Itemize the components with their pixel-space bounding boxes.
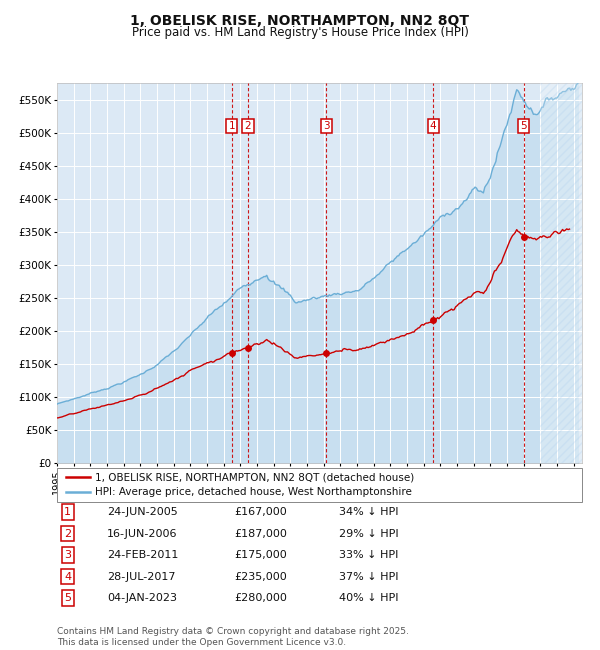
Text: 5: 5 (64, 593, 71, 603)
Text: £175,000: £175,000 (234, 550, 287, 560)
Text: 37% ↓ HPI: 37% ↓ HPI (339, 571, 398, 582)
Bar (541, 83, 584, 463)
Text: 04-JAN-2023: 04-JAN-2023 (107, 593, 177, 603)
Text: 5: 5 (521, 121, 527, 131)
Text: 3: 3 (323, 121, 329, 131)
Text: 1, OBELISK RISE, NORTHAMPTON, NN2 8QT: 1, OBELISK RISE, NORTHAMPTON, NN2 8QT (131, 14, 470, 29)
Text: 34% ↓ HPI: 34% ↓ HPI (339, 507, 398, 517)
Text: Contains HM Land Registry data © Crown copyright and database right 2025.
This d: Contains HM Land Registry data © Crown c… (57, 627, 409, 647)
Text: 1: 1 (64, 507, 71, 517)
Text: £235,000: £235,000 (234, 571, 287, 582)
Text: 16-JUN-2006: 16-JUN-2006 (107, 528, 178, 539)
Text: 1, OBELISK RISE, NORTHAMPTON, NN2 8QT (detached house): 1, OBELISK RISE, NORTHAMPTON, NN2 8QT (d… (95, 473, 414, 482)
Text: 2: 2 (245, 121, 251, 131)
Text: £187,000: £187,000 (234, 528, 287, 539)
Text: 3: 3 (64, 550, 71, 560)
Text: 24-FEB-2011: 24-FEB-2011 (107, 550, 178, 560)
Text: 24-JUN-2005: 24-JUN-2005 (107, 507, 178, 517)
Text: 2: 2 (64, 528, 71, 539)
Text: £280,000: £280,000 (234, 593, 287, 603)
Text: 4: 4 (430, 121, 436, 131)
Text: 33% ↓ HPI: 33% ↓ HPI (339, 550, 398, 560)
Text: £167,000: £167,000 (234, 507, 287, 517)
Text: 28-JUL-2017: 28-JUL-2017 (107, 571, 175, 582)
Text: HPI: Average price, detached house, West Northamptonshire: HPI: Average price, detached house, West… (95, 488, 412, 497)
Text: 1: 1 (229, 121, 235, 131)
Text: 4: 4 (64, 571, 71, 582)
Text: 40% ↓ HPI: 40% ↓ HPI (339, 593, 398, 603)
Text: Price paid vs. HM Land Registry's House Price Index (HPI): Price paid vs. HM Land Registry's House … (131, 26, 469, 39)
Text: 29% ↓ HPI: 29% ↓ HPI (339, 528, 398, 539)
